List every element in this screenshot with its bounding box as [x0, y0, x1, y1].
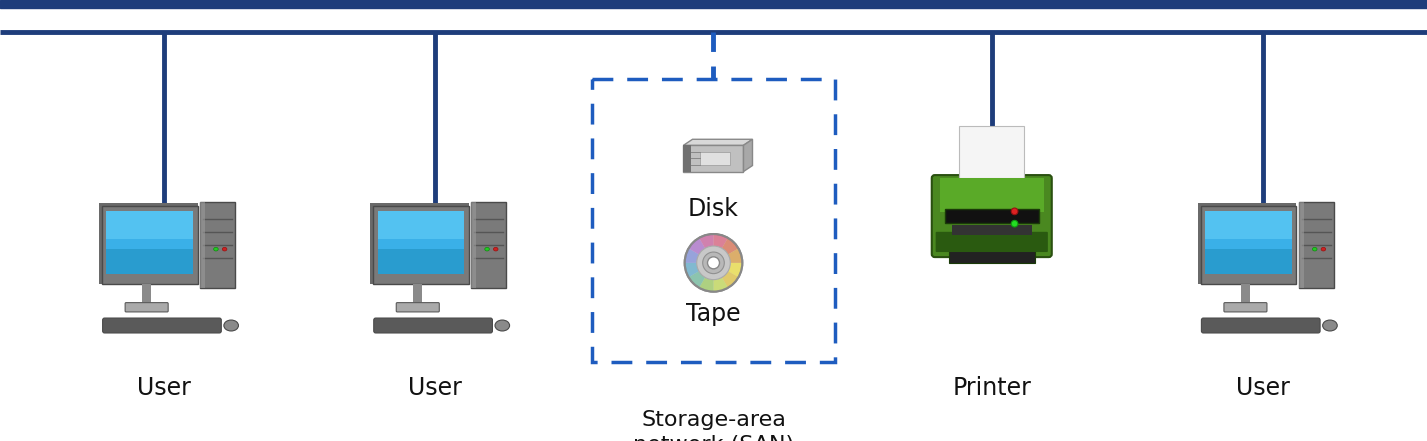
- Bar: [959, 126, 1025, 178]
- FancyBboxPatch shape: [103, 318, 221, 333]
- FancyBboxPatch shape: [374, 318, 492, 333]
- FancyBboxPatch shape: [98, 203, 197, 284]
- Text: User: User: [1236, 376, 1290, 400]
- Ellipse shape: [685, 234, 742, 292]
- FancyBboxPatch shape: [936, 232, 1047, 252]
- Text: User: User: [137, 376, 191, 400]
- Bar: [949, 246, 1035, 263]
- Bar: [1206, 249, 1291, 274]
- FancyBboxPatch shape: [126, 303, 168, 312]
- Text: Storage-area
network (SAN): Storage-area network (SAN): [634, 410, 793, 441]
- Bar: [378, 249, 464, 274]
- Text: Tape: Tape: [686, 302, 741, 325]
- Bar: [471, 202, 477, 288]
- Ellipse shape: [1012, 220, 1017, 227]
- Bar: [107, 211, 193, 274]
- Ellipse shape: [224, 320, 238, 331]
- Bar: [945, 209, 1039, 223]
- Wedge shape: [689, 271, 705, 288]
- FancyBboxPatch shape: [1202, 318, 1320, 333]
- Bar: [414, 284, 422, 304]
- Wedge shape: [685, 248, 699, 263]
- Text: User: User: [408, 376, 462, 400]
- Wedge shape: [714, 234, 728, 248]
- FancyBboxPatch shape: [397, 303, 440, 312]
- Bar: [1206, 211, 1291, 239]
- Wedge shape: [689, 238, 705, 254]
- FancyBboxPatch shape: [932, 175, 1052, 257]
- Bar: [0, 0, 1427, 8]
- Wedge shape: [722, 238, 738, 254]
- FancyBboxPatch shape: [1224, 303, 1267, 312]
- FancyBboxPatch shape: [200, 202, 235, 288]
- Ellipse shape: [494, 247, 498, 251]
- Ellipse shape: [214, 247, 218, 251]
- Bar: [952, 225, 1032, 235]
- FancyBboxPatch shape: [101, 206, 197, 284]
- Bar: [939, 178, 1045, 212]
- Text: Disk: Disk: [688, 197, 739, 221]
- Bar: [378, 211, 464, 274]
- FancyBboxPatch shape: [471, 202, 507, 288]
- Bar: [107, 211, 193, 239]
- Ellipse shape: [708, 257, 719, 269]
- Bar: [1241, 284, 1250, 304]
- Text: Printer: Printer: [952, 376, 1032, 400]
- Ellipse shape: [495, 320, 509, 331]
- FancyBboxPatch shape: [1197, 203, 1296, 284]
- Bar: [1299, 202, 1304, 288]
- Ellipse shape: [696, 246, 731, 280]
- Wedge shape: [699, 277, 714, 292]
- Ellipse shape: [485, 247, 489, 251]
- Bar: [701, 152, 731, 165]
- Ellipse shape: [702, 252, 725, 273]
- FancyBboxPatch shape: [1200, 206, 1296, 284]
- Bar: [378, 211, 464, 239]
- Ellipse shape: [223, 247, 227, 251]
- Polygon shape: [684, 139, 752, 145]
- Ellipse shape: [1321, 247, 1326, 251]
- Wedge shape: [685, 263, 699, 277]
- Wedge shape: [699, 234, 714, 248]
- FancyBboxPatch shape: [1299, 202, 1334, 288]
- Bar: [1206, 211, 1291, 274]
- Wedge shape: [714, 277, 728, 292]
- Bar: [200, 202, 205, 288]
- Wedge shape: [728, 263, 742, 277]
- Wedge shape: [722, 271, 738, 288]
- FancyBboxPatch shape: [372, 206, 468, 284]
- Bar: [143, 284, 151, 304]
- Polygon shape: [684, 145, 743, 172]
- Ellipse shape: [1313, 247, 1317, 251]
- Ellipse shape: [1323, 320, 1337, 331]
- Bar: [107, 249, 193, 274]
- Wedge shape: [728, 248, 742, 263]
- Ellipse shape: [1012, 208, 1017, 215]
- Bar: [684, 145, 691, 172]
- FancyBboxPatch shape: [370, 203, 468, 284]
- Bar: [592, 79, 835, 362]
- Polygon shape: [743, 139, 752, 172]
